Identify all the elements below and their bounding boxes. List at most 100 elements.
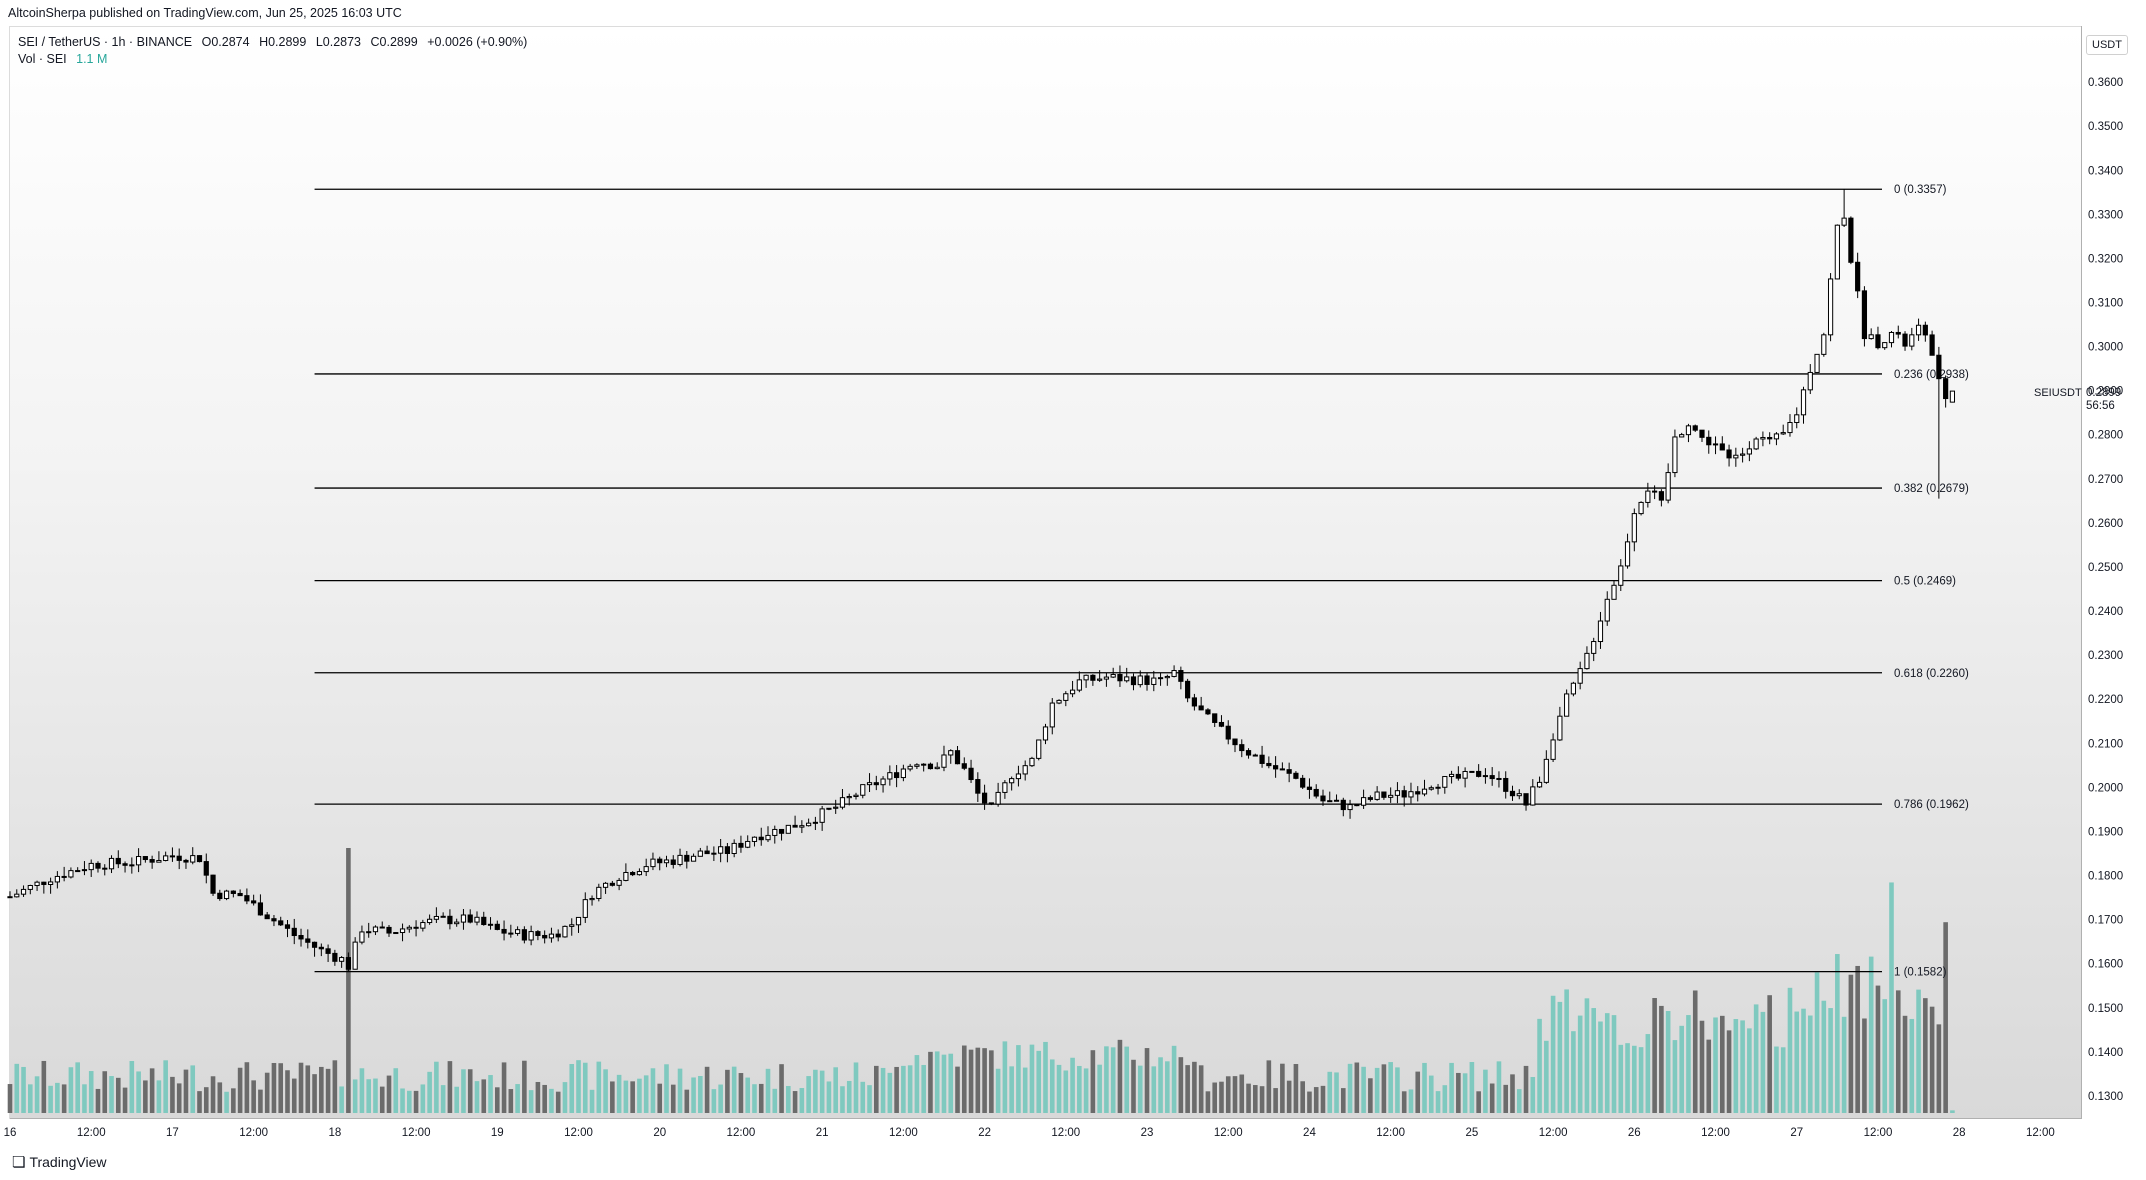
change-value: +0.0026 (+0.90%) xyxy=(427,35,528,49)
bar-countdown: 56:56 xyxy=(2086,400,2115,412)
candle-body xyxy=(772,828,778,836)
candle-body xyxy=(163,855,169,861)
candle-body xyxy=(562,925,568,938)
candle-body xyxy=(1685,425,1692,436)
volume-bar xyxy=(88,1071,94,1113)
volume-layer xyxy=(7,848,1955,1113)
candle-body xyxy=(339,957,345,962)
volume-bar xyxy=(982,1048,987,1113)
candle-body xyxy=(149,859,155,863)
volume-bar xyxy=(1686,1015,1691,1113)
price-tick-label: 0.3200 xyxy=(2088,253,2123,265)
candle-body xyxy=(278,920,284,926)
volume-bar xyxy=(1259,1086,1265,1113)
volume-bar xyxy=(420,1084,426,1113)
candle-body xyxy=(1401,790,1407,798)
volume-bar xyxy=(731,1066,737,1113)
volume-bar xyxy=(1726,1030,1732,1113)
price-tick-label: 0.1400 xyxy=(2088,1047,2123,1059)
fib-level-label: 0.618 (0.2260) xyxy=(1894,668,1969,680)
candle-body xyxy=(548,933,555,939)
candle-body xyxy=(142,856,148,861)
volume-bar xyxy=(413,1090,419,1113)
volume-bar xyxy=(901,1065,906,1113)
volume-bar xyxy=(1286,1080,1292,1113)
candle-body xyxy=(1103,676,1110,680)
volume-bar xyxy=(1171,1045,1177,1113)
volume-bar xyxy=(1950,1110,1955,1113)
volume-bar xyxy=(1320,1085,1326,1113)
candle-body xyxy=(1469,770,1475,773)
tradingview-logo[interactable]: ❏ TradingView xyxy=(12,1153,107,1171)
candle-body xyxy=(1584,652,1590,670)
volume-bar xyxy=(386,1075,392,1113)
volume-bar xyxy=(1923,998,1928,1113)
candle-body xyxy=(169,855,176,858)
volume-bar xyxy=(1219,1081,1224,1113)
volume-bar xyxy=(1564,989,1569,1113)
volume-bar xyxy=(1645,1034,1651,1113)
volume-bar xyxy=(1936,1024,1942,1113)
volume-bar xyxy=(21,1066,26,1113)
candle-body xyxy=(907,765,913,770)
candle-body xyxy=(1570,682,1577,695)
candle-body xyxy=(1205,709,1211,715)
volume-bar xyxy=(1591,1008,1597,1113)
candle-body xyxy=(1083,674,1089,681)
candle-body xyxy=(345,957,351,970)
volume-bar xyxy=(1327,1071,1333,1113)
price-tick-label: 0.3300 xyxy=(2088,209,2123,221)
volume-bar xyxy=(1205,1091,1211,1113)
candle-body xyxy=(792,824,798,828)
candle-body xyxy=(217,892,223,900)
volume-bar xyxy=(711,1089,717,1113)
volume-bar xyxy=(1557,1001,1563,1113)
volume-bar xyxy=(684,1089,690,1113)
volume-bar xyxy=(136,1071,141,1113)
volume-bar xyxy=(1598,1021,1603,1113)
candle-body xyxy=(1333,799,1340,802)
volume-bar xyxy=(407,1090,412,1113)
volume-bar xyxy=(1679,1025,1684,1113)
candle-body xyxy=(135,856,142,866)
volume-bar xyxy=(1665,1010,1671,1113)
candle-body xyxy=(542,934,548,939)
candle-body xyxy=(1503,777,1509,792)
currency-unit-button[interactable]: USDT xyxy=(2086,35,2128,55)
candle-body xyxy=(900,768,906,779)
volume-bar xyxy=(1165,1061,1170,1113)
volume-bar xyxy=(1929,1006,1935,1113)
symbol-label[interactable]: SEI / TetherUS · 1h · BINANCE xyxy=(18,35,193,49)
candle-body xyxy=(1171,670,1177,677)
volume-label[interactable]: Vol · SEI xyxy=(18,52,67,66)
candle-body xyxy=(704,850,710,855)
candle-body xyxy=(467,914,473,923)
volume-bar xyxy=(68,1067,74,1113)
volume-bar xyxy=(1774,1046,1779,1113)
candle-body xyxy=(264,914,270,920)
candle-body xyxy=(677,854,683,865)
candle-body xyxy=(1855,261,1861,292)
time-tick-label: 12:00 xyxy=(1214,1127,1243,1139)
candle-body xyxy=(420,922,426,929)
volume-bar xyxy=(1618,1044,1624,1113)
volume-bar xyxy=(522,1060,527,1113)
volume-bar xyxy=(806,1076,811,1113)
candle-body xyxy=(1476,770,1482,777)
last-price-tag: 0.2899 56:56 xyxy=(2086,387,2121,413)
price-tick-label: 0.2100 xyxy=(2088,738,2123,750)
volume-bar xyxy=(1652,998,1657,1113)
volume-bar xyxy=(244,1062,250,1113)
volume-bar xyxy=(691,1077,696,1113)
candle-body xyxy=(1888,331,1895,344)
candle-body xyxy=(1780,432,1786,435)
volume-bar xyxy=(515,1084,520,1113)
volume-bar xyxy=(1192,1061,1197,1113)
volume-bar xyxy=(325,1068,331,1113)
candle-body xyxy=(799,825,805,828)
volume-bar xyxy=(1246,1083,1251,1113)
candle-body xyxy=(961,763,967,769)
volume-bar xyxy=(643,1075,649,1113)
volume-bar xyxy=(1137,1065,1143,1113)
